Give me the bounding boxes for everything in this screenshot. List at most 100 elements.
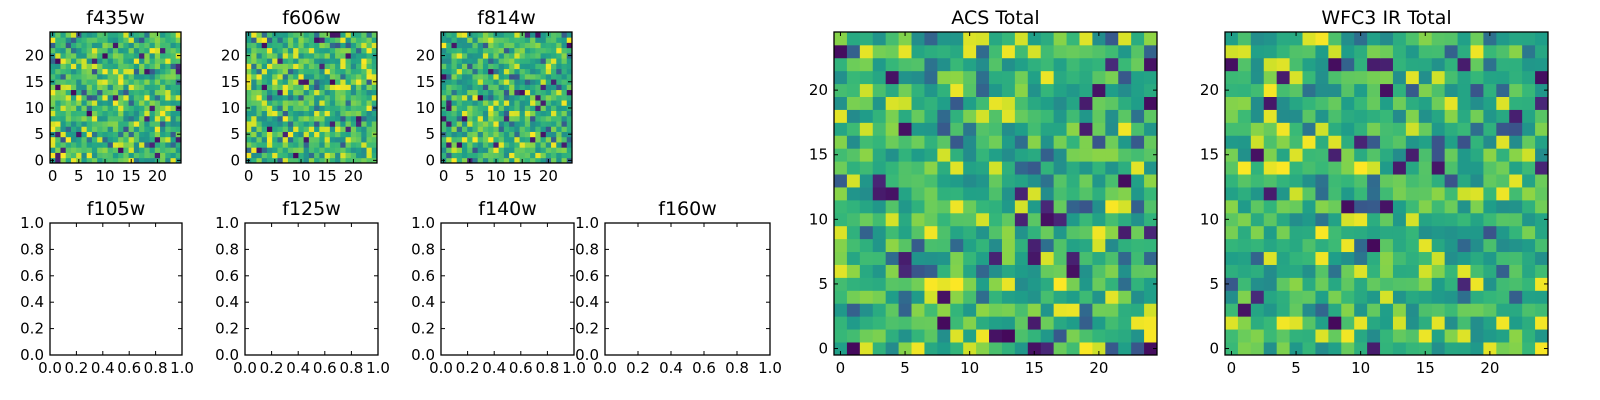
heatmap-cell xyxy=(911,251,925,265)
heatmap-cell xyxy=(350,73,357,80)
heatmap-cell xyxy=(1405,187,1420,201)
heatmap-cell xyxy=(911,122,925,136)
heatmap-cell xyxy=(298,152,305,159)
heatmap-cell xyxy=(139,37,145,43)
heatmap-cell xyxy=(102,52,109,59)
heatmap-cell xyxy=(50,136,56,143)
heatmap-cell xyxy=(950,135,964,149)
heatmap-cell xyxy=(1380,251,1394,265)
heatmap-cell xyxy=(282,142,289,148)
heatmap-cell xyxy=(65,94,72,101)
heatmap-cell xyxy=(1328,316,1342,330)
heatmap-cell xyxy=(509,115,515,122)
heatmap-cell xyxy=(872,329,887,343)
heatmap-cell xyxy=(272,37,278,43)
heatmap-cell xyxy=(503,100,510,106)
heatmap-cell xyxy=(324,68,331,75)
heatmap-cell xyxy=(55,37,61,43)
heatmap-cell xyxy=(266,47,273,54)
heatmap-cell xyxy=(509,63,515,70)
heatmap-cell xyxy=(467,58,473,64)
heatmap-cell xyxy=(282,147,289,153)
heatmap-cell xyxy=(530,32,536,38)
heatmap-cell xyxy=(561,58,568,64)
heatmap-cell xyxy=(324,89,331,96)
heatmap-cell xyxy=(1040,83,1055,97)
heatmap-cell xyxy=(371,147,378,153)
heatmap-cell xyxy=(493,89,500,96)
heatmap-cell xyxy=(477,121,484,127)
heatmap-cell xyxy=(872,225,887,240)
heatmap-cell xyxy=(1263,174,1278,188)
heatmap-cell xyxy=(859,161,874,175)
heatmap-cell xyxy=(561,73,568,80)
heatmap-cell xyxy=(118,115,124,122)
heatmap-cell xyxy=(1418,135,1433,149)
heatmap-cell xyxy=(1276,32,1290,46)
heatmap-cell xyxy=(112,37,119,43)
heatmap-cell xyxy=(329,152,336,159)
y-tick-label: 0 xyxy=(34,151,44,169)
heatmap-cell xyxy=(308,147,315,153)
heatmap-cell xyxy=(287,32,294,38)
heatmap-cell xyxy=(545,115,552,122)
heatmap-cell xyxy=(1131,225,1145,240)
heatmap-cell xyxy=(1328,329,1342,343)
heatmap-cell xyxy=(1444,225,1458,240)
heatmap-cell xyxy=(846,187,861,201)
heatmap-cell xyxy=(1341,174,1355,188)
heatmap-cell xyxy=(76,79,82,85)
heatmap-cell xyxy=(128,142,135,148)
heatmap-cell xyxy=(65,84,72,91)
heatmap-cell xyxy=(340,115,346,122)
heatmap-cell xyxy=(256,131,263,138)
heatmap-cell xyxy=(1092,32,1106,46)
heatmap-cell xyxy=(1066,342,1080,356)
heatmap-cell xyxy=(846,161,861,175)
heatmap-cell xyxy=(1066,32,1080,46)
heatmap-cell xyxy=(1014,303,1029,317)
heatmap-cell xyxy=(60,42,67,49)
heatmap-cell xyxy=(308,84,315,91)
heatmap-cell xyxy=(1444,122,1458,136)
heatmap-cell xyxy=(76,68,82,75)
heatmap-cell xyxy=(308,68,315,75)
heatmap-cell xyxy=(1380,174,1394,188)
heatmap-cell xyxy=(1105,57,1119,72)
heatmap-cell xyxy=(1144,290,1158,304)
heatmap-cell xyxy=(272,131,278,138)
heatmap-cell xyxy=(461,121,468,127)
heatmap-cell xyxy=(493,152,500,159)
heatmap-cell xyxy=(1105,225,1119,240)
heatmap-cell xyxy=(128,136,135,143)
heatmap-cell xyxy=(482,84,489,91)
heatmap-cell xyxy=(340,131,346,138)
heatmap-cell xyxy=(1328,342,1342,356)
heatmap-cell xyxy=(1225,277,1239,291)
heatmap-cell xyxy=(107,79,114,85)
heatmap-cell xyxy=(261,157,268,164)
heatmap-cell xyxy=(846,122,861,136)
heatmap-cell xyxy=(1105,238,1119,253)
heatmap-cell xyxy=(102,100,109,106)
heatmap-cell xyxy=(123,32,129,38)
heatmap-cell xyxy=(1302,277,1316,291)
heatmap-cell xyxy=(509,68,515,75)
heatmap-cell xyxy=(345,105,352,111)
heatmap-cell xyxy=(76,126,82,132)
heatmap-cell xyxy=(551,63,557,70)
heatmap-cell xyxy=(118,121,124,127)
heatmap-cell xyxy=(467,68,473,75)
heatmap-cell xyxy=(1367,57,1381,72)
heatmap-cell xyxy=(123,100,129,106)
heatmap-cell xyxy=(1276,277,1290,291)
heatmap-cell xyxy=(272,100,278,106)
heatmap-cell xyxy=(1470,290,1484,304)
heatmap-cell xyxy=(324,47,331,54)
heatmap-cell xyxy=(1367,70,1381,85)
heatmap-cell xyxy=(366,142,373,148)
heatmap-cell xyxy=(1496,251,1510,265)
heatmap-cell xyxy=(246,152,252,159)
heatmap-cell xyxy=(282,94,289,101)
